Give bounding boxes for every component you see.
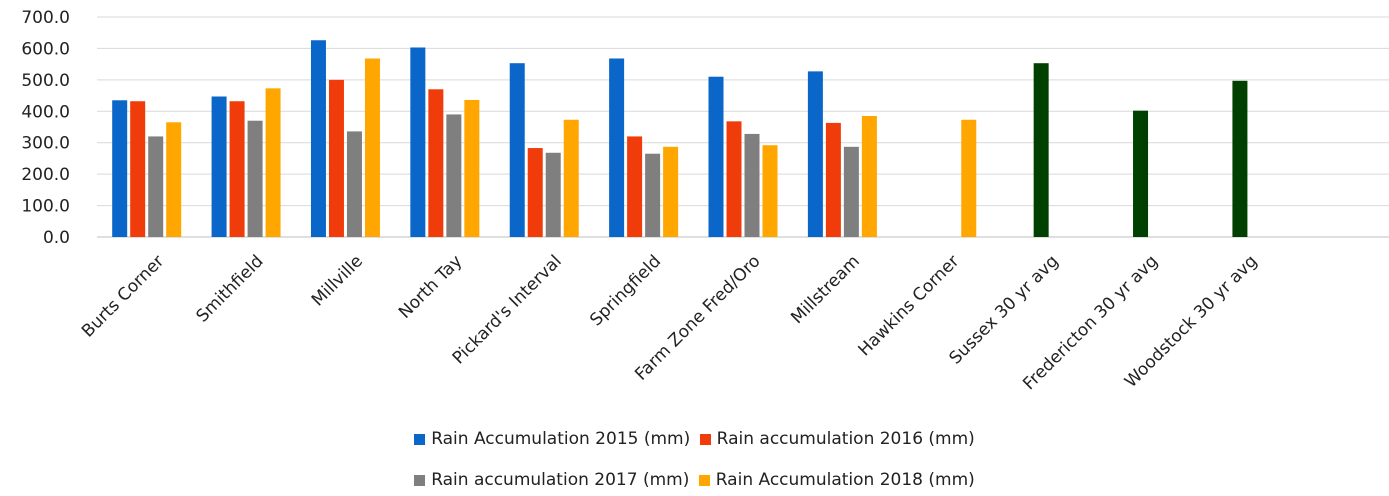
bar <box>211 96 227 237</box>
bar-chart: 0.0 100.0 200.0 300.0 400.0 500.0 600.0 700.0 B… <box>21 8 1389 394</box>
bar <box>364 58 380 237</box>
x-tick-label: Millville <box>308 251 367 310</box>
y-tick-label: 0.0 <box>43 228 70 248</box>
legend-item: Rain accumulation 2017 (mm) <box>414 470 689 490</box>
bar <box>310 40 326 237</box>
bar <box>744 133 760 237</box>
bar <box>446 114 462 237</box>
gridlines <box>97 16 1389 238</box>
y-tick-label: 400.0 <box>21 102 70 122</box>
bar <box>112 100 128 238</box>
x-tick-label: Hawkins Corner <box>854 251 963 360</box>
y-tick-label: 200.0 <box>21 165 70 185</box>
bar <box>627 136 643 237</box>
bar <box>527 148 543 237</box>
bar <box>148 136 164 237</box>
bar <box>328 79 344 237</box>
bar <box>166 122 182 237</box>
bar <box>708 76 724 237</box>
bar <box>726 121 742 237</box>
bar <box>1033 63 1049 238</box>
bar <box>509 63 525 238</box>
x-tick-label: Burts Corner <box>78 251 168 341</box>
y-tick-label: 300.0 <box>21 134 70 154</box>
bar <box>807 71 823 237</box>
y-tick-label: 500.0 <box>21 71 70 91</box>
bar <box>1133 110 1149 237</box>
bar <box>563 119 579 237</box>
legend-swatch <box>414 474 426 486</box>
legend-swatch <box>414 433 426 445</box>
x-tick-label: Sussex 30 yr avg <box>946 251 1063 368</box>
bar <box>843 146 859 237</box>
legend-swatch <box>698 474 710 486</box>
bar <box>464 99 480 237</box>
y-axis: 0.0 100.0 200.0 300.0 400.0 500.0 600.0 700.0 <box>21 8 70 248</box>
legend-item: Rain accumulation 2016 (mm) <box>699 429 975 449</box>
bar <box>663 146 679 237</box>
bar <box>229 101 245 237</box>
bar <box>265 88 281 237</box>
legend-row-2: Rain accumulation 2017 (mm) Rain Accumul… <box>0 470 1389 491</box>
bar <box>410 47 426 237</box>
legend-label: Rain Accumulation 2015 (mm) <box>431 429 691 449</box>
legend-item: Rain Accumulation 2015 (mm) <box>414 429 690 449</box>
bar <box>247 120 263 237</box>
bar <box>609 58 625 237</box>
x-tick-label: Springfield <box>586 251 665 330</box>
bar <box>130 101 146 237</box>
y-tick-label: 600.0 <box>21 39 70 59</box>
x-axis: Burts Corner Smithfield Millville North Tay… <box>78 251 1261 394</box>
legend-label: Rain accumulation 2017 (mm) <box>431 470 690 490</box>
legend-row-1: Rain Accumulation 2015 (mm) Rain accumul… <box>0 429 1389 450</box>
bar <box>825 122 841 237</box>
y-tick-label: 100.0 <box>21 197 70 217</box>
bar <box>961 119 977 237</box>
legend-swatch <box>699 433 711 445</box>
bar <box>762 145 778 237</box>
legend-item: Rain Accumulation 2018 (mm) <box>698 470 975 490</box>
bar <box>346 131 362 237</box>
legend-label: Rain accumulation 2016 (mm) <box>716 429 975 449</box>
x-tick-label: Millstream <box>787 251 864 328</box>
x-tick-label: Pickard's Interval <box>449 251 566 368</box>
bars <box>112 40 1248 238</box>
y-tick-label: 700.0 <box>21 8 70 28</box>
legend-label: Rain Accumulation 2018 (mm) <box>715 470 975 490</box>
bar <box>428 89 444 238</box>
x-tick-label: Smithfield <box>193 251 268 326</box>
bar <box>645 153 661 237</box>
bar <box>861 116 877 237</box>
bar <box>545 152 561 237</box>
x-tick-label: North Tay <box>395 251 466 322</box>
bar <box>1232 80 1248 237</box>
